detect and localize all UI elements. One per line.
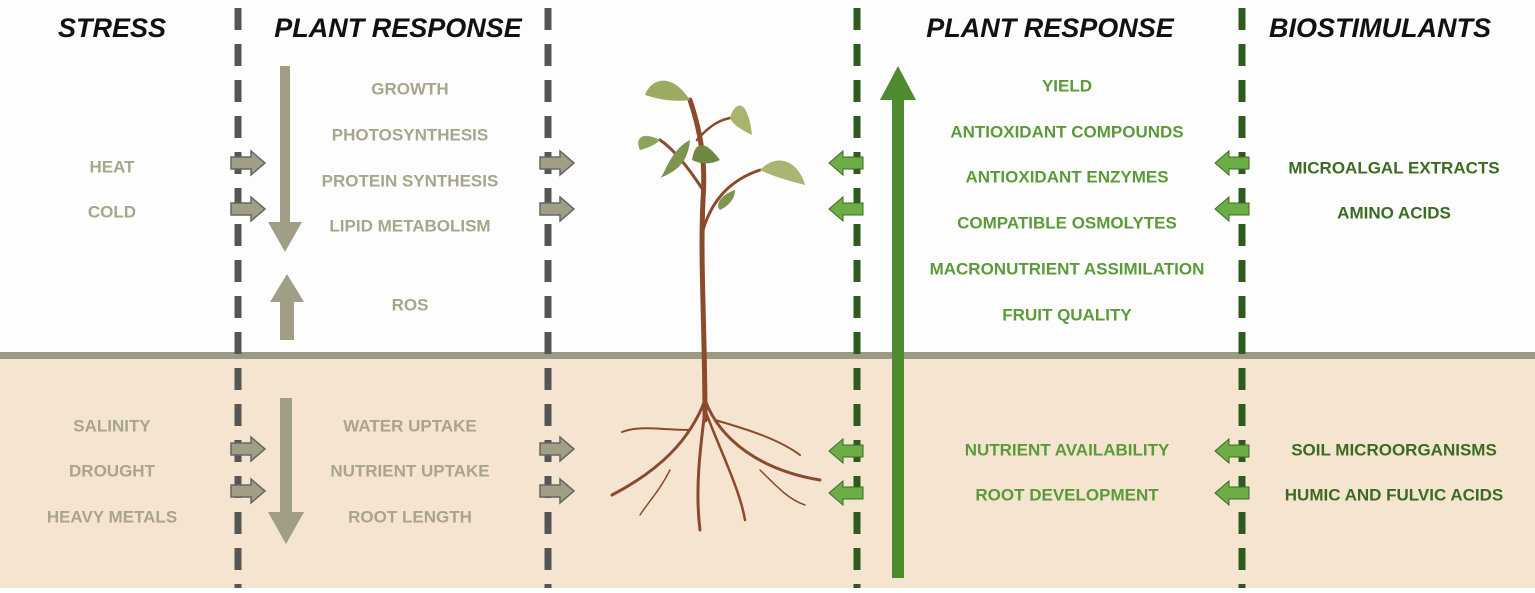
label: ANTIOXIDANT COMPOUNDS	[950, 122, 1183, 141]
label: MACRONUTRIENT ASSIMILATION	[930, 259, 1205, 278]
label: ANTIOXIDANT ENZYMES	[965, 167, 1168, 186]
diagram: STRESS PLANT RESPONSE PLANT RESPONSE BIO…	[0, 0, 1535, 588]
label: HEAVY METALS	[47, 507, 177, 526]
label: WATER UPTAKE	[343, 416, 476, 435]
label: ROOT LENGTH	[348, 507, 472, 526]
label: SOIL MICROORGANISMS	[1291, 440, 1497, 459]
label: MICROALGAL EXTRACTS	[1288, 158, 1499, 177]
label: SALINITY	[73, 416, 151, 435]
label: GROWTH	[371, 79, 448, 98]
label: PROTEIN SYNTHESIS	[322, 171, 499, 190]
label: YIELD	[1042, 76, 1092, 95]
label: ROS	[392, 295, 429, 314]
below-ground	[0, 356, 1535, 588]
label: HEAT	[89, 157, 135, 176]
label: DROUGHT	[69, 461, 156, 480]
header: PLANT RESPONSE	[926, 13, 1175, 43]
label: ROOT DEVELOPMENT	[975, 485, 1159, 504]
header: BIOSTIMULANTS	[1269, 13, 1491, 43]
label: NUTRIENT AVAILABILITY	[965, 440, 1170, 459]
above-ground	[0, 0, 1535, 356]
header: PLANT RESPONSE	[274, 13, 523, 43]
label: COLD	[88, 202, 136, 221]
label: AMINO ACIDS	[1337, 203, 1451, 222]
label: HUMIC AND FULVIC ACIDS	[1285, 485, 1503, 504]
label: NUTRIENT UPTAKE	[330, 461, 489, 480]
label: FRUIT QUALITY	[1002, 305, 1132, 324]
ground-line	[0, 352, 1535, 359]
label: LIPID METABOLISM	[329, 216, 490, 235]
label: COMPATIBLE OSMOLYTES	[957, 213, 1177, 232]
label: PHOTOSYNTHESIS	[332, 125, 489, 144]
header: STRESS	[58, 13, 166, 43]
